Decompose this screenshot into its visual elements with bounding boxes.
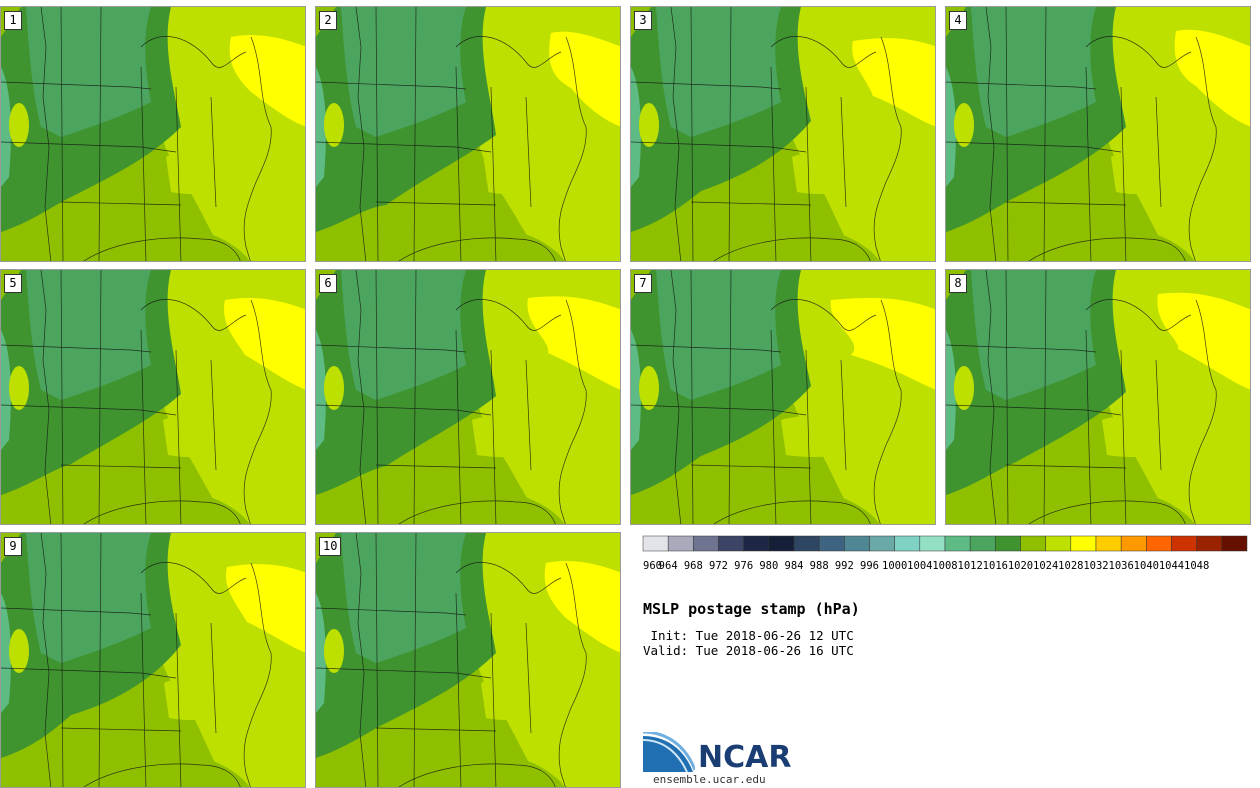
colorbar-swatch [1095, 535, 1122, 552]
colorbar-swatch [1146, 535, 1172, 552]
colorbar-swatch [869, 535, 895, 552]
init-time: Init: Tue 2018-06-26 12 UTC [643, 628, 854, 643]
colorbar-swatch [743, 535, 770, 552]
colorbar-swatch [768, 535, 795, 552]
plot-title: MSLP postage stamp (hPa) [643, 600, 860, 618]
ncar-logo-icon [643, 732, 695, 772]
colorbar-tick-label: 964 [659, 560, 678, 572]
logo-name: NCAR [698, 740, 792, 775]
colorbar-swatch [818, 535, 845, 552]
member-number: 6 [319, 274, 337, 293]
valid-time: Valid: Tue 2018-06-26 16 UTC [643, 643, 854, 658]
colorbar-tick-label: 1036 [1109, 560, 1134, 572]
colorbar-tick-label: 1048 [1184, 560, 1209, 572]
colorbar-swatch [844, 535, 870, 552]
colorbar-swatch [919, 535, 946, 552]
member-panel: 4 [945, 6, 1251, 262]
mslp-map [1, 270, 305, 524]
mslp-map [946, 270, 1250, 524]
member-panel: 3 [630, 6, 936, 262]
member-number: 4 [949, 11, 967, 30]
colorbar-swatch [944, 535, 971, 552]
colorbar-swatch [793, 535, 820, 552]
mslp-map [316, 7, 620, 261]
member-number: 5 [4, 274, 22, 293]
mslp-map [946, 7, 1250, 261]
member-panel: 5 [0, 269, 306, 525]
colorbar-tick-label: 992 [835, 560, 854, 572]
colorbar-tick-label: 1012 [958, 560, 983, 572]
logo-url: ensemble.ucar.edu [653, 773, 766, 786]
member-panel: 9 [0, 532, 306, 788]
member-number: 10 [319, 537, 342, 556]
member-number: 3 [634, 11, 652, 30]
colorbar-swatch [642, 535, 669, 552]
colorbar-tick-label: 1000 [882, 560, 907, 572]
member-panel: 8 [945, 269, 1251, 525]
colorbar-swatch [693, 535, 719, 552]
mslp-map [631, 270, 935, 524]
colorbar-swatch [718, 535, 744, 552]
colorbar-tick-label: 1040 [1134, 560, 1159, 572]
colorbar-tick-label: 1032 [1083, 560, 1108, 572]
colorbar-swatch [1221, 535, 1248, 552]
colorbar-tick-label: 1044 [1159, 560, 1184, 572]
colorbar-tick-label: 988 [810, 560, 829, 572]
colorbar-swatch [995, 535, 1021, 552]
colorbar-swatch [1120, 535, 1147, 552]
mslp-map [1, 533, 305, 787]
mslp-map [1, 7, 305, 261]
member-panel: 6 [315, 269, 621, 525]
colorbar-tick-label: 996 [860, 560, 879, 572]
mslp-map [316, 533, 620, 787]
member-number: 1 [4, 11, 22, 30]
member-number: 2 [319, 11, 337, 30]
colorbar-tick-label: 1024 [1033, 560, 1058, 572]
colorbar-tick-label: 980 [759, 560, 778, 572]
colorbar-swatch [1045, 535, 1072, 552]
member-panel: 2 [315, 6, 621, 262]
colorbar-tick-label: 1004 [907, 560, 932, 572]
colorbar-tick-label: 972 [709, 560, 728, 572]
member-panel: 7 [630, 269, 936, 525]
colorbar-swatch [1196, 535, 1223, 552]
member-panel: 1 [0, 6, 306, 262]
colorbar-swatch [1171, 535, 1197, 552]
mslp-map [631, 7, 935, 261]
colorbar-swatch [1070, 535, 1097, 552]
colorbar-tick-label: 1016 [983, 560, 1008, 572]
colorbar-tick-label: 1020 [1008, 560, 1033, 572]
member-panel: 10 [315, 532, 621, 788]
colorbar-tick-label: 1028 [1058, 560, 1083, 572]
member-number: 9 [4, 537, 22, 556]
colorbar-tick-label: 1008 [932, 560, 957, 572]
member-number: 7 [634, 274, 652, 293]
colorbar-swatch [1020, 535, 1046, 552]
member-number: 8 [949, 274, 967, 293]
colorbar-tick-label: 960 [643, 560, 662, 572]
colorbar-swatch [969, 535, 996, 552]
colorbar-tick-label: 984 [785, 560, 804, 572]
colorbar-tick-label: 968 [684, 560, 703, 572]
mslp-map [316, 270, 620, 524]
colorbar-swatch [894, 535, 921, 552]
colorbar-swatch [667, 535, 694, 552]
colorbar-tick-label: 976 [734, 560, 753, 572]
